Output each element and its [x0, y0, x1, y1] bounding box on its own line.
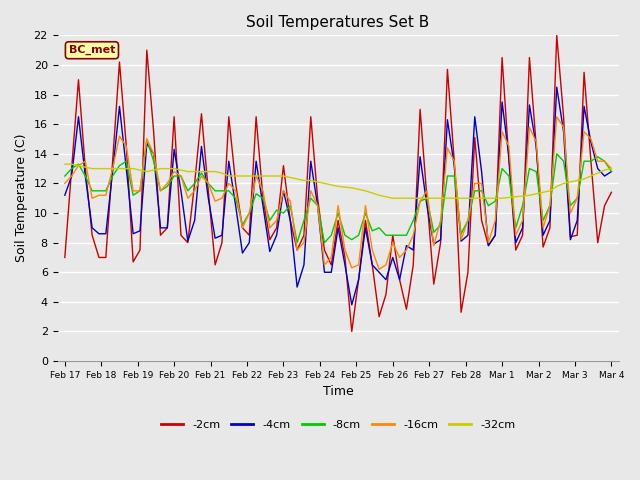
-8cm: [143, 136, 150, 142]
-2cm: [512, 247, 520, 253]
-16cm: [61, 180, 68, 186]
Line: -4cm: -4cm: [65, 87, 611, 305]
Line: -2cm: -2cm: [65, 36, 611, 332]
-16cm: [471, 180, 479, 186]
-2cm: [566, 234, 574, 240]
Y-axis label: Soil Temperature (C): Soil Temperature (C): [15, 134, 28, 263]
-16cm: [540, 225, 547, 231]
-8cm: [477, 188, 485, 194]
-4cm: [607, 168, 615, 174]
-8cm: [293, 240, 301, 246]
Legend: -2cm, -4cm, -8cm, -16cm, -32cm: -2cm, -4cm, -8cm, -16cm, -32cm: [156, 416, 520, 434]
-32cm: [540, 190, 547, 195]
-2cm: [348, 329, 356, 335]
-2cm: [607, 190, 615, 195]
Line: -32cm: -32cm: [65, 164, 611, 198]
-4cm: [348, 302, 356, 308]
-16cm: [566, 210, 574, 216]
-4cm: [540, 232, 547, 238]
-16cm: [362, 203, 369, 208]
-32cm: [61, 161, 68, 167]
-32cm: [512, 194, 520, 200]
-32cm: [607, 166, 615, 171]
-8cm: [607, 168, 615, 174]
-2cm: [61, 254, 68, 260]
-2cm: [471, 134, 479, 140]
-4cm: [566, 237, 574, 242]
-16cm: [410, 232, 417, 238]
Line: -16cm: -16cm: [65, 117, 611, 269]
-4cm: [410, 247, 417, 253]
-32cm: [410, 195, 417, 201]
-2cm: [553, 33, 561, 38]
-16cm: [512, 232, 520, 238]
-2cm: [369, 262, 376, 268]
-32cm: [389, 195, 397, 201]
-8cm: [416, 198, 424, 204]
-4cm: [61, 192, 68, 198]
-16cm: [553, 114, 561, 120]
-32cm: [560, 180, 568, 186]
Line: -8cm: -8cm: [65, 139, 611, 243]
Title: Soil Temperatures Set B: Soil Temperatures Set B: [246, 15, 429, 30]
X-axis label: Time: Time: [323, 385, 353, 398]
-16cm: [375, 266, 383, 272]
-8cm: [375, 225, 383, 231]
-8cm: [546, 203, 554, 208]
-32cm: [362, 188, 369, 194]
-8cm: [566, 203, 574, 208]
-4cm: [369, 262, 376, 268]
-2cm: [410, 262, 417, 268]
-2cm: [540, 244, 547, 250]
-16cm: [607, 166, 615, 171]
Text: BC_met: BC_met: [68, 45, 115, 55]
-4cm: [553, 84, 561, 90]
-8cm: [61, 173, 68, 179]
-4cm: [471, 114, 479, 120]
-4cm: [512, 240, 520, 246]
-8cm: [519, 203, 527, 208]
-32cm: [471, 195, 479, 201]
